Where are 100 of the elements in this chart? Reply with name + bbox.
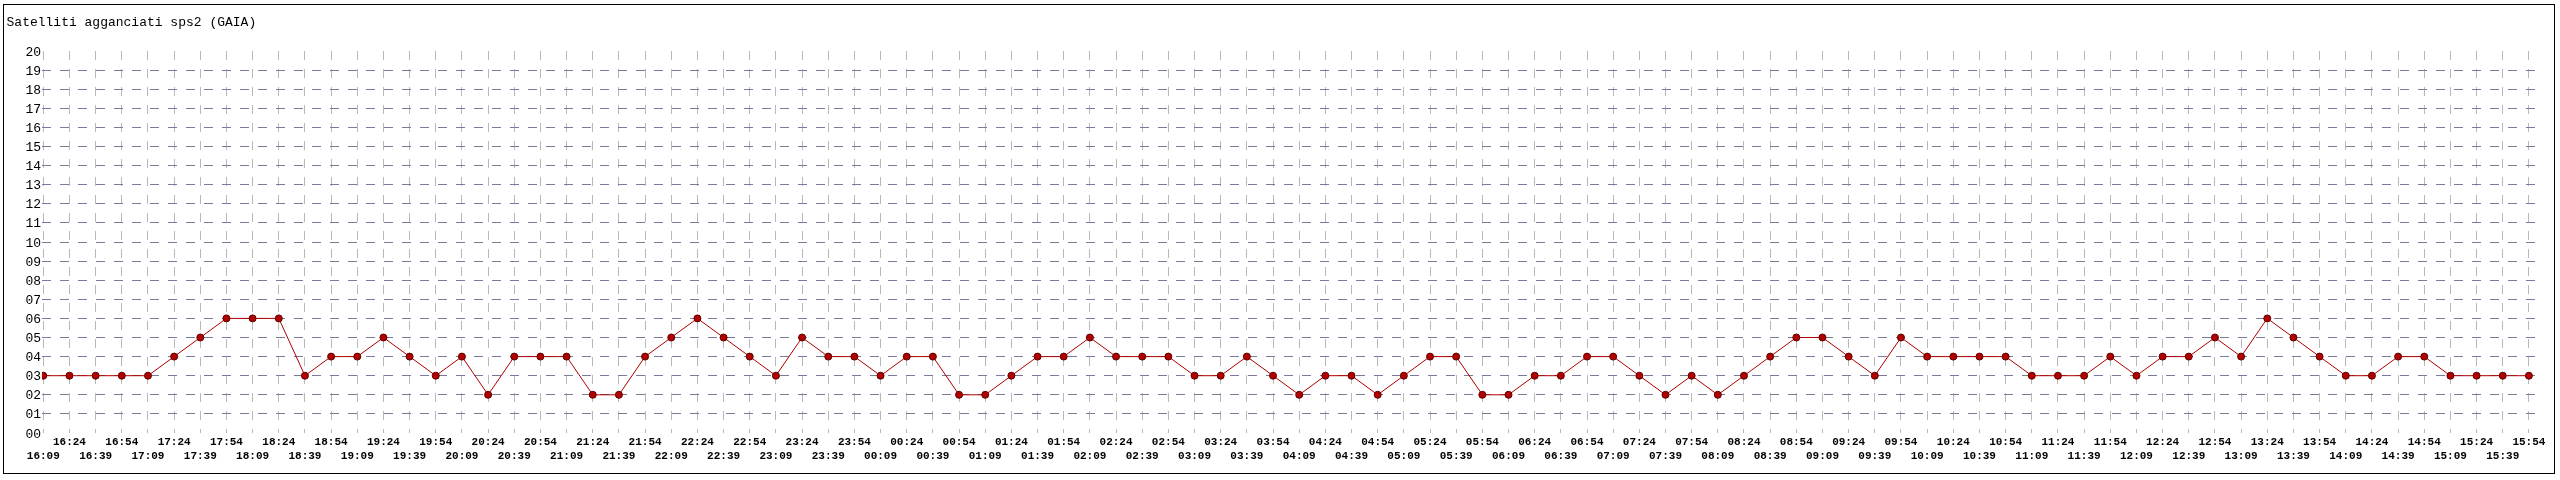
x-tick-label: 20:09 [445,450,479,463]
x-tick-label: 20:54 [523,436,558,448]
x-tick-label: 03:09 [1178,450,1212,463]
x-tick-label: 20:39 [497,450,531,463]
x-tick-label: 22:39 [707,450,741,463]
x-tick-label: 05:09 [1387,450,1421,463]
y-tick-label: 05 [25,331,41,347]
x-tick-label: 14:39 [2381,450,2415,463]
x-tick-label: 16:54 [105,436,139,448]
x-tick-label: 05:24 [1413,436,1447,448]
x-tick-label: 02:24 [1099,436,1133,448]
x-tick-label: 19:54 [419,436,453,448]
x-tick-label: 00:54 [942,436,976,448]
y-tick-label: 12 [25,197,41,213]
x-tick-label: 17:09 [131,450,165,463]
x-tick-label: 01:24 [994,436,1029,448]
x-tick-label: 18:09 [236,450,270,463]
x-tick-label: 02:54 [1151,436,1186,448]
x-tick-label: 19:39 [393,450,427,463]
x-tick-label: 14:24 [2355,436,2389,448]
x-tick-label: 07:54 [1675,436,1709,448]
x-tick-label: 19:09 [340,450,374,463]
x-tick-label: 15:09 [2433,450,2467,463]
x-tick-label: 08:54 [1779,436,1814,448]
x-tick-label: 21:54 [628,436,662,448]
y-tick-label: 01 [25,407,42,423]
y-tick-label: 11 [25,216,42,232]
x-tick-label: 22:24 [680,436,715,448]
x-tick-label: 05:54 [1465,436,1500,448]
x-tick-label: 17:39 [183,450,217,463]
x-tick-label: 23:09 [759,450,793,463]
x-tick-label: 03:39 [1230,450,1264,463]
x-tick-label: 18:24 [262,436,296,448]
x-tick-label: 07:09 [1596,450,1630,463]
x-tick-label: 18:54 [314,436,349,448]
x-tick-label: 22:09 [654,450,688,463]
x-tick-label: 10:09 [1910,450,1944,463]
x-tick-label: 04:39 [1335,450,1369,463]
x-tick-label: 04:54 [1361,436,1395,448]
x-tick-label: 11:54 [2093,436,2128,448]
x-tick-label: 15:39 [2486,450,2520,463]
y-tick-label: 13 [25,178,41,194]
y-tick-label: 06 [25,311,41,327]
x-tick-label: 04:09 [1282,450,1316,463]
x-tick-label: 13:39 [2276,450,2310,463]
x-tick-label: 21:24 [576,436,610,448]
y-tick-label: 17 [25,101,41,117]
y-tick-label: 10 [25,235,41,251]
x-tick-label: 11:09 [2015,450,2049,463]
x-tick-label: 13:24 [2250,436,2285,448]
x-tick-label: 20:24 [471,436,505,448]
x-tick-label: 18:39 [288,450,322,463]
x-tick-label: 23:39 [811,450,845,463]
x-tick-label: 16:09 [26,450,60,463]
x-tick-label: 14:09 [2329,450,2363,463]
x-tick-label: 08:24 [1727,436,1761,448]
x-tick-label: 12:54 [2198,436,2232,448]
x-tick-label: 09:54 [1884,436,1918,448]
x-tick-label: 15:24 [2460,436,2494,448]
y-tick-label: 16 [25,120,41,136]
x-tick-label: 21:09 [550,450,584,463]
x-tick-label: 23:54 [837,436,872,448]
x-tick-label: 07:39 [1648,450,1683,463]
x-tick-label: 13:54 [2303,436,2337,448]
x-tick-label: 17:54 [209,436,244,448]
x-tick-label: 23:24 [785,436,819,448]
y-tick-label: 00 [25,426,41,442]
x-tick-label: 08:39 [1753,450,1787,463]
x-tick-label: 09:24 [1832,436,1866,448]
x-tick-label: 17:24 [157,436,192,448]
y-tick-label: 19 [25,63,41,79]
x-tick-label: 03:24 [1204,436,1238,448]
x-tick-label: 01:54 [1047,436,1081,448]
x-tick-label: 21:39 [602,450,636,463]
y-tick-label: 09 [25,254,41,270]
x-tick-label: 06:24 [1518,436,1552,448]
x-tick-label: 16:24 [52,436,87,448]
y-tick-label: 03 [25,369,41,385]
x-tick-label: 19:24 [366,436,401,448]
x-tick-label: 10:54 [1989,436,2023,448]
x-tick-label: 04:24 [1308,436,1343,448]
x-tick-label: 11:24 [2041,436,2075,448]
y-tick-label: 20 [25,44,41,60]
x-tick-label: 09:39 [1858,450,1892,463]
x-tick-label: 10:39 [1962,450,1996,463]
x-tick-label: 16:39 [79,450,113,463]
y-tick-label: 02 [25,388,41,404]
x-tick-label: 06:39 [1544,450,1578,463]
y-tick-label: 18 [25,82,41,98]
x-tick-label: 22:54 [733,436,767,448]
y-tick-label: 07 [25,292,41,308]
x-tick-label: 12:39 [2172,450,2206,463]
x-tick-label: 15:54 [2512,436,2546,448]
y-tick-label: 04 [25,350,42,366]
x-tick-label: 06:54 [1570,436,1604,448]
x-tick-label: 05:39 [1439,450,1473,463]
chart-title: Satelliti agganciati sps2 (GAIA) [6,14,257,30]
x-tick-label: 03:54 [1256,436,1290,448]
x-tick-label: 02:09 [1073,450,1107,463]
x-tick-label: 00:09 [864,450,898,463]
